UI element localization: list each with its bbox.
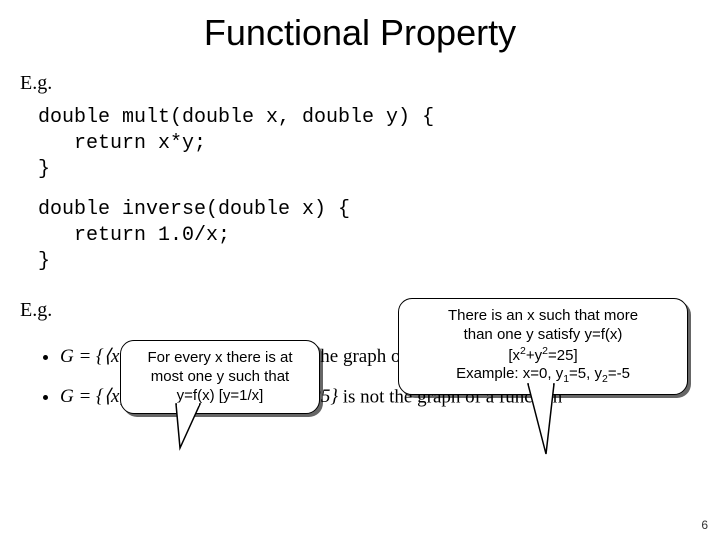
code-line: } (38, 250, 50, 273)
code-line: double mult(double x, double y) { (38, 106, 434, 129)
code-line: return x*y; (38, 132, 206, 155)
code-line: return 1.0/x; (38, 224, 230, 247)
cr-eq-mid: +y (526, 347, 542, 364)
code-block-mult: double mult(double x, double y) { return… (38, 105, 700, 183)
cr-eq-pre: [x (508, 347, 520, 364)
page-number: 6 (701, 518, 708, 532)
cr-l4-mid: =5, y (569, 365, 602, 382)
callout-line: For every x there is at (133, 349, 307, 368)
callout-exists-x: There is an x such that more than one y … (398, 298, 688, 395)
callout-every-x: For every x there is at most one y such … (120, 340, 320, 414)
callout-line: [x2+y2=25] (411, 345, 675, 366)
code-block-inverse: double inverse(double x) { return 1.0/x;… (38, 197, 700, 275)
callout-line: There is an x such that more (411, 307, 675, 326)
callout-line: than one y satisfy y=f(x) (411, 326, 675, 345)
eg-label-1: E.g. (20, 70, 700, 97)
cr-l4-post: =-5 (608, 365, 630, 382)
callout-line: Example: x=0, y1=5, y2=-5 (411, 365, 675, 386)
cr-eq-post: =25] (548, 347, 578, 364)
callout-line: y=f(x) [y=1/x] (133, 387, 307, 406)
slide-title: Functional Property (0, 0, 720, 54)
callout-line: most one y such that (133, 368, 307, 387)
cr-l4-pre: Example: x=0, y (456, 365, 563, 382)
code-line: } (38, 158, 50, 181)
code-line: double inverse(double x) { (38, 198, 350, 221)
